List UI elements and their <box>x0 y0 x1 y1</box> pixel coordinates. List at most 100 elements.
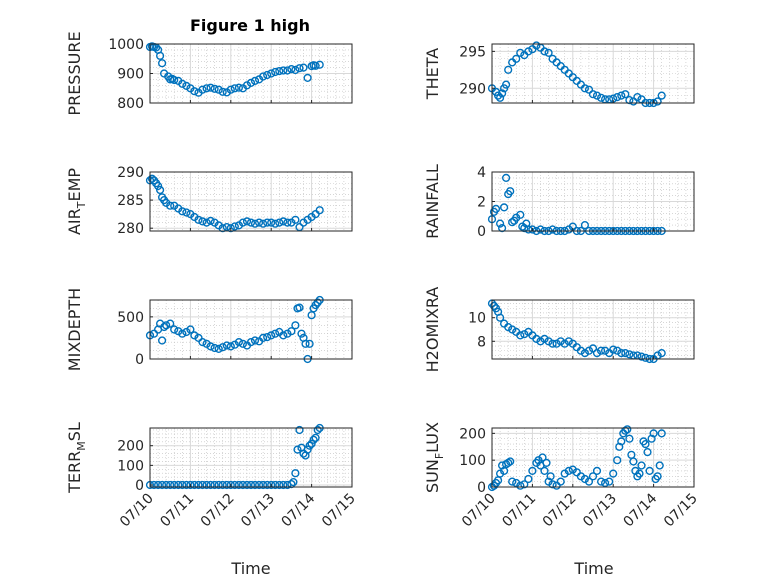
data-point <box>166 319 175 328</box>
data-point <box>540 334 549 344</box>
y-tick-label: 290 <box>459 81 486 97</box>
data-point <box>592 91 602 100</box>
data-point <box>303 445 312 454</box>
data-point <box>546 472 555 481</box>
data-point <box>202 480 211 490</box>
data-point <box>160 322 169 332</box>
data-point <box>584 85 594 94</box>
data-point <box>548 339 557 348</box>
data-point <box>528 225 537 234</box>
data-point <box>496 313 505 322</box>
axes-frame <box>149 171 353 232</box>
data-point <box>560 339 569 348</box>
data-point <box>246 480 256 490</box>
data-point <box>182 208 191 217</box>
data-point <box>206 83 215 92</box>
data-point <box>655 461 664 470</box>
data-point <box>230 340 239 349</box>
data-point <box>584 477 594 486</box>
data-point <box>548 225 557 234</box>
data-point <box>182 81 191 91</box>
data-series <box>145 42 324 97</box>
data-point <box>218 343 227 352</box>
data-point <box>226 85 235 94</box>
data-point <box>194 480 203 490</box>
data-point <box>556 337 565 346</box>
data-point <box>174 480 183 490</box>
data-point <box>238 339 248 348</box>
data-point <box>156 185 165 195</box>
subplot-1: 800 900 1000 PRESSURE <box>65 31 353 116</box>
data-series <box>487 299 666 364</box>
y-tick-label: 0 <box>477 224 486 240</box>
y-tick-label: 1000 <box>108 37 144 53</box>
data-point <box>532 334 541 344</box>
data-point <box>291 65 300 75</box>
major-grid <box>149 300 353 360</box>
data-point <box>305 441 314 450</box>
data-point <box>596 477 606 486</box>
data-point <box>156 51 165 60</box>
x-tick-label: 07/13 <box>238 491 278 531</box>
data-point <box>238 480 248 490</box>
y-tick-label: 8 <box>477 334 486 350</box>
y-tick-label: 0 <box>135 478 144 494</box>
figure-title: Figure 1 high <box>190 16 310 35</box>
data-point <box>625 350 634 359</box>
data-point <box>178 79 187 88</box>
data-point <box>576 346 586 355</box>
major-grid <box>491 171 695 232</box>
data-point <box>552 339 561 348</box>
data-point <box>210 84 219 93</box>
data-point <box>506 187 515 196</box>
data-point <box>242 480 252 490</box>
data-point <box>291 469 300 478</box>
y-axis-label: SUNFLUX <box>423 422 446 493</box>
data-point <box>600 478 610 488</box>
data-point <box>516 48 525 57</box>
data-point <box>580 349 590 358</box>
data-point <box>504 323 513 332</box>
x-tick-label: 07/12 <box>540 491 580 531</box>
axes-frame <box>149 427 353 488</box>
data-point <box>162 321 171 330</box>
data-point <box>238 218 248 227</box>
data-point <box>600 346 610 355</box>
y-axis-label: THETA <box>423 48 442 100</box>
x-tick-label: 07/15 <box>319 491 359 531</box>
data-point <box>617 437 626 446</box>
data-point <box>250 336 260 345</box>
data-point <box>305 339 314 348</box>
y-tick-label: 295 <box>459 44 486 60</box>
y-tick-label: 900 <box>117 67 144 83</box>
data-point <box>536 337 545 346</box>
data-point <box>633 92 642 102</box>
data-point <box>255 218 264 227</box>
data-point <box>502 173 511 183</box>
data-point <box>178 329 187 338</box>
data-point <box>267 218 276 227</box>
data-point <box>512 54 521 63</box>
data-point <box>536 225 545 234</box>
data-point <box>629 97 638 106</box>
data-point <box>259 219 268 228</box>
data-point <box>250 480 260 490</box>
x-tick-label: 07/13 <box>580 491 620 531</box>
data-point <box>202 218 211 227</box>
data-point <box>303 73 312 83</box>
data-point <box>291 215 300 224</box>
data-point <box>147 174 157 183</box>
data-point <box>230 222 239 231</box>
data-point <box>580 474 590 484</box>
data-point <box>158 59 167 68</box>
subplot-3: 280 285 290 AIRTEMP <box>65 165 353 237</box>
data-point <box>283 218 292 227</box>
data-point <box>271 480 280 490</box>
axes-frame <box>491 299 695 360</box>
data-point <box>206 342 215 351</box>
data-series <box>487 425 666 492</box>
y-tick-label: 285 <box>117 193 144 209</box>
data-point <box>635 469 644 478</box>
x-tick-label: 07/14 <box>279 490 319 530</box>
